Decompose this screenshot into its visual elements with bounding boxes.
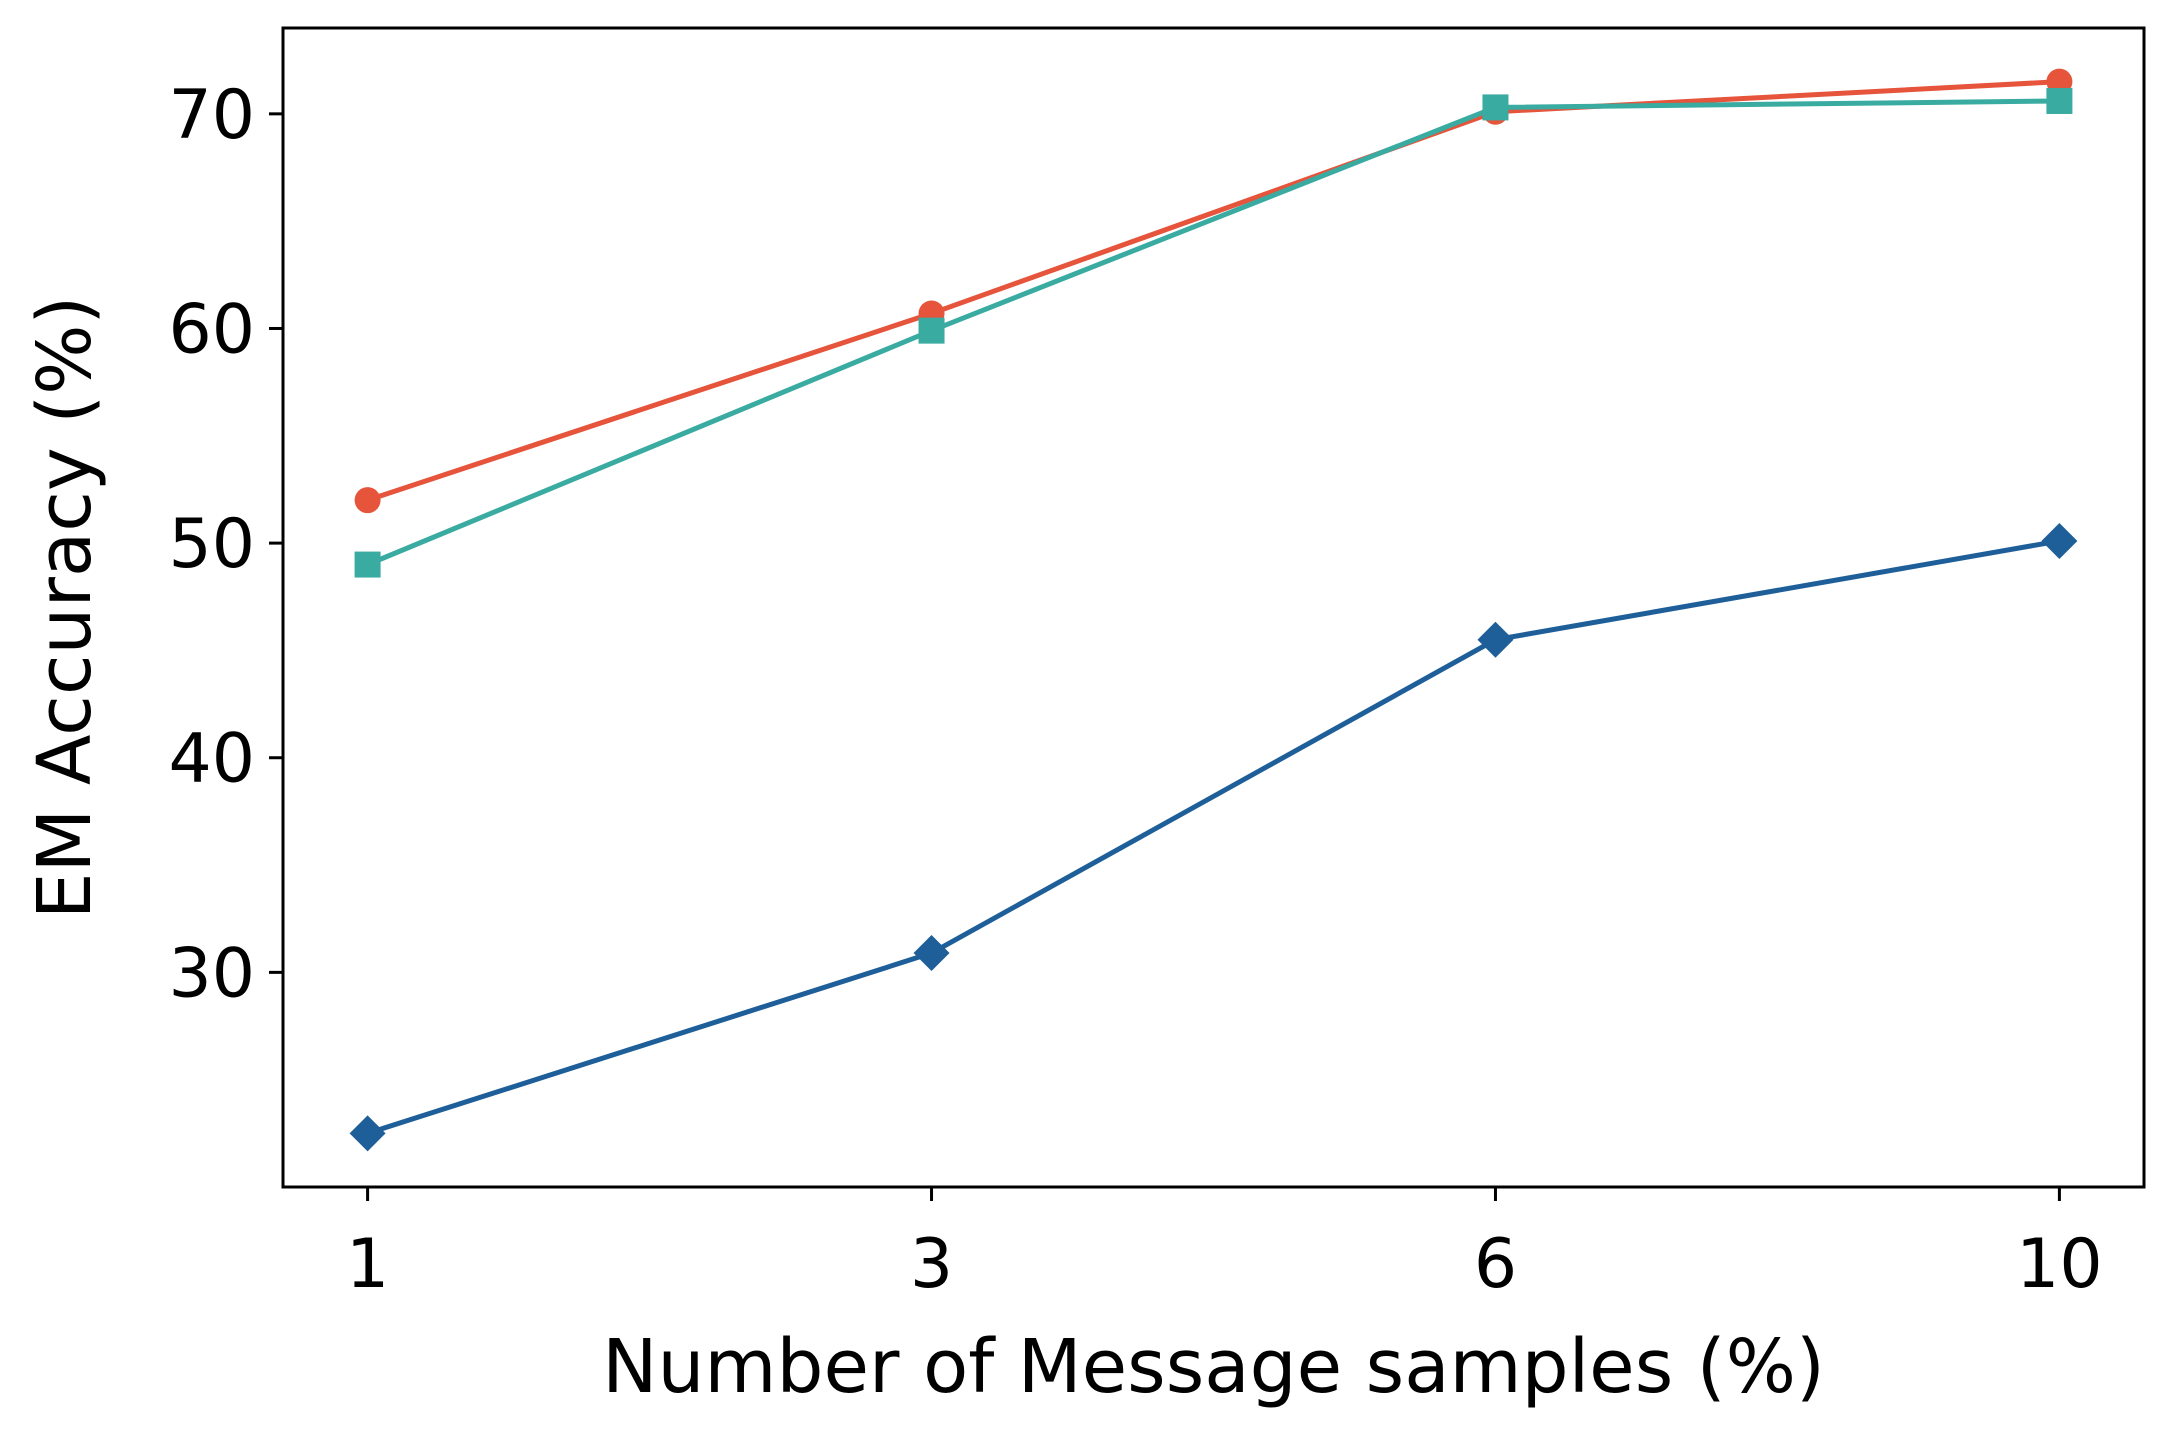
data-point-square bbox=[918, 317, 945, 344]
x-axis-label: Number of Message samples (%) bbox=[602, 1324, 1825, 1410]
y-axis-label: EM Accuracy (%) bbox=[22, 296, 108, 920]
data-point-diamond bbox=[913, 935, 950, 972]
series-line-3 bbox=[366, 538, 2060, 1136]
plot-marks bbox=[349, 68, 2078, 1152]
data-point-square bbox=[2046, 87, 2073, 114]
data-point-diamond bbox=[349, 1115, 386, 1152]
data-point-diamond bbox=[2041, 522, 2078, 559]
plot-frame bbox=[281, 26, 2146, 1189]
series-line-2 bbox=[366, 98, 2060, 567]
x-tick-label: 10 bbox=[2016, 1225, 2103, 1304]
series-line-1 bbox=[366, 79, 2060, 503]
x-tick-label: 6 bbox=[1474, 1225, 1517, 1304]
y-tick-label: 30 bbox=[168, 934, 255, 1013]
data-point-square bbox=[1482, 94, 1509, 121]
y-tick-label: 70 bbox=[168, 76, 255, 155]
y-tick-label: 50 bbox=[168, 505, 255, 584]
data-point-square bbox=[354, 551, 381, 578]
y-tick-label: 60 bbox=[168, 290, 255, 369]
axes: 1 3 6 10 30 40 50 60 70 bbox=[168, 76, 2102, 1304]
data-point-diamond bbox=[1477, 621, 1514, 658]
x-tick-label: 1 bbox=[346, 1225, 389, 1304]
x-tick-label: 3 bbox=[910, 1225, 953, 1304]
y-tick-label: 40 bbox=[168, 720, 255, 799]
data-point-circle bbox=[354, 487, 381, 514]
